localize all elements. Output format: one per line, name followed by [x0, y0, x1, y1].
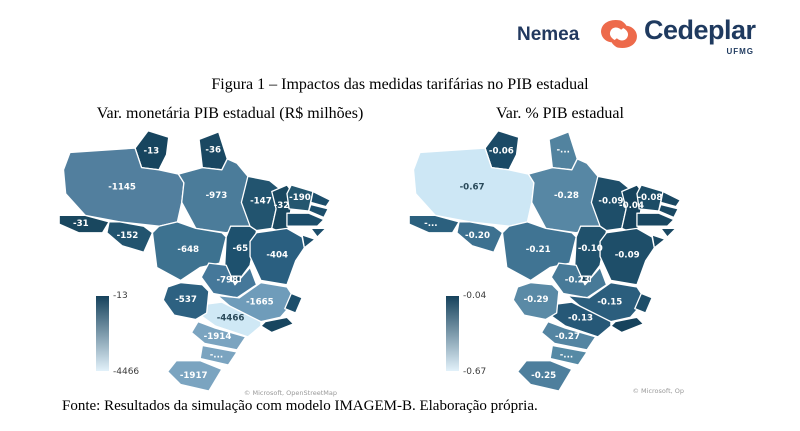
legend-gradient-bar — [446, 296, 459, 371]
state-label-AM: -0.67 — [460, 182, 485, 192]
state-label-MT: -648 — [177, 245, 199, 255]
state-label-BA: -0.09 — [615, 251, 640, 261]
state-BA — [599, 227, 655, 286]
state-DF — [580, 275, 591, 283]
state-label-MG: -1665 — [246, 297, 274, 307]
state-GO — [200, 262, 258, 299]
state-ES — [284, 292, 303, 314]
state-label-PR: -1914 — [204, 332, 232, 342]
state-label-RS: -0.25 — [531, 371, 556, 381]
left-map-title: Var. monetária PIB estadual (R$ milhões) — [96, 105, 364, 122]
state-PR — [190, 321, 247, 351]
state-SP — [549, 301, 612, 338]
legend-gradient-bar — [96, 296, 109, 371]
state-AL — [310, 227, 327, 238]
state-label-AC: -31 — [73, 219, 89, 229]
state-label-PI: -32 — [274, 201, 290, 211]
legend-min-label: -0.67 — [463, 367, 487, 377]
nemea-logo-text: Nemea — [517, 24, 580, 45]
state-label-PR: -0.27 — [555, 332, 580, 342]
state-label-AP: -36 — [205, 145, 221, 155]
state-label-GO: -0.23 — [565, 276, 590, 286]
state-label-MS: -0.29 — [524, 295, 549, 305]
state-AC — [58, 214, 110, 234]
cedeplar-logo-text: Cedeplar — [644, 15, 756, 45]
state-label-RO: -152 — [117, 231, 139, 241]
state-SC — [199, 344, 238, 366]
state-label-MG: -0.15 — [597, 297, 622, 307]
state-label-PA: -973 — [206, 191, 228, 201]
state-RO — [456, 221, 504, 253]
state-RN — [660, 190, 681, 208]
state-AM — [412, 147, 535, 227]
state-label-SC: -... — [560, 350, 573, 360]
state-AM — [62, 147, 185, 227]
legend-percent: -0.04 -0.67 — [446, 291, 518, 377]
state-PB — [657, 203, 679, 219]
state-label-RS: -1917 — [180, 371, 208, 381]
state-label-MT: -0.21 — [526, 245, 551, 255]
state-GO — [550, 262, 608, 299]
state-label-AM: -1145 — [108, 182, 136, 192]
state-label-SP: -4466 — [217, 314, 245, 324]
state-RS — [516, 360, 573, 392]
state-label-AC: -... — [424, 219, 437, 229]
state-label-CE: -0.08 — [637, 193, 662, 203]
state-MA — [590, 175, 632, 232]
legend-max-label: -0.04 — [463, 291, 487, 301]
legend-monetary: -13 -4466 — [96, 291, 168, 377]
legend-max-label: -13 — [113, 291, 128, 301]
state-RO — [106, 221, 154, 253]
source-note: Fonte: Resultados da simulação com model… — [62, 398, 538, 414]
state-ES — [634, 292, 653, 314]
state-AC — [408, 214, 460, 234]
state-AL — [660, 227, 677, 238]
legend-min-label: -4466 — [113, 367, 140, 377]
map-attribution-left: © Microsoft, OpenStreetMap — [243, 389, 337, 397]
state-RJ — [610, 316, 645, 334]
state-RN — [310, 190, 331, 208]
state-label-RO: -0.20 — [465, 231, 490, 241]
state-BA — [249, 227, 305, 286]
state-label-PI: -0.04 — [619, 201, 644, 211]
state-RJ — [260, 316, 295, 334]
state-label-TO: -0.10 — [578, 244, 603, 254]
state-MS — [162, 281, 210, 321]
state-label-MA: -147 — [250, 196, 272, 206]
state-RS — [166, 360, 223, 392]
state-PB — [307, 203, 329, 219]
state-DF — [230, 275, 241, 283]
state-label-SP: -0.13 — [568, 314, 593, 324]
state-SP — [199, 301, 262, 338]
state-label-RR: -13 — [144, 147, 160, 157]
state-label-MS: -537 — [175, 295, 197, 305]
choropleth-map-percent: -0.06 -... -0.67 -0.28 -... -0.20 -0.21 -0.10 -0… — [408, 130, 681, 392]
state-label-SC: -... — [210, 350, 223, 360]
state-MA — [240, 175, 282, 232]
state-CE — [636, 184, 664, 212]
cedeplar-logo-icon — [601, 19, 637, 49]
state-SC — [549, 344, 588, 366]
choropleth-map-monetary: -13 -36 -1145 -973 -31 -152 -648 -65 -147 -32-190… — [58, 130, 331, 392]
state-label-BA: -404 — [266, 251, 288, 261]
state-label-CE: -190 — [289, 193, 311, 203]
state-MS — [512, 281, 560, 321]
state-label-AP: -... — [556, 145, 569, 155]
state-label-MA: -0.09 — [598, 196, 623, 206]
state-PE — [636, 212, 675, 227]
right-map-title: Var. % PIB estadual — [496, 105, 624, 122]
state-label-RR: -0.06 — [489, 147, 514, 157]
state-label-PA: -0.28 — [554, 191, 579, 201]
state-PE — [286, 212, 325, 227]
state-PR — [540, 321, 597, 351]
state-label-TO: -65 — [232, 244, 248, 254]
map-attribution-right: © Microsoft, Op — [632, 387, 684, 395]
state-label-GO: -798 — [216, 276, 238, 286]
figure-title: Figura 1 – Impactos das medidas tarifári… — [211, 76, 589, 93]
ufmg-label: UFMG — [726, 47, 754, 56]
state-CE — [286, 184, 314, 212]
